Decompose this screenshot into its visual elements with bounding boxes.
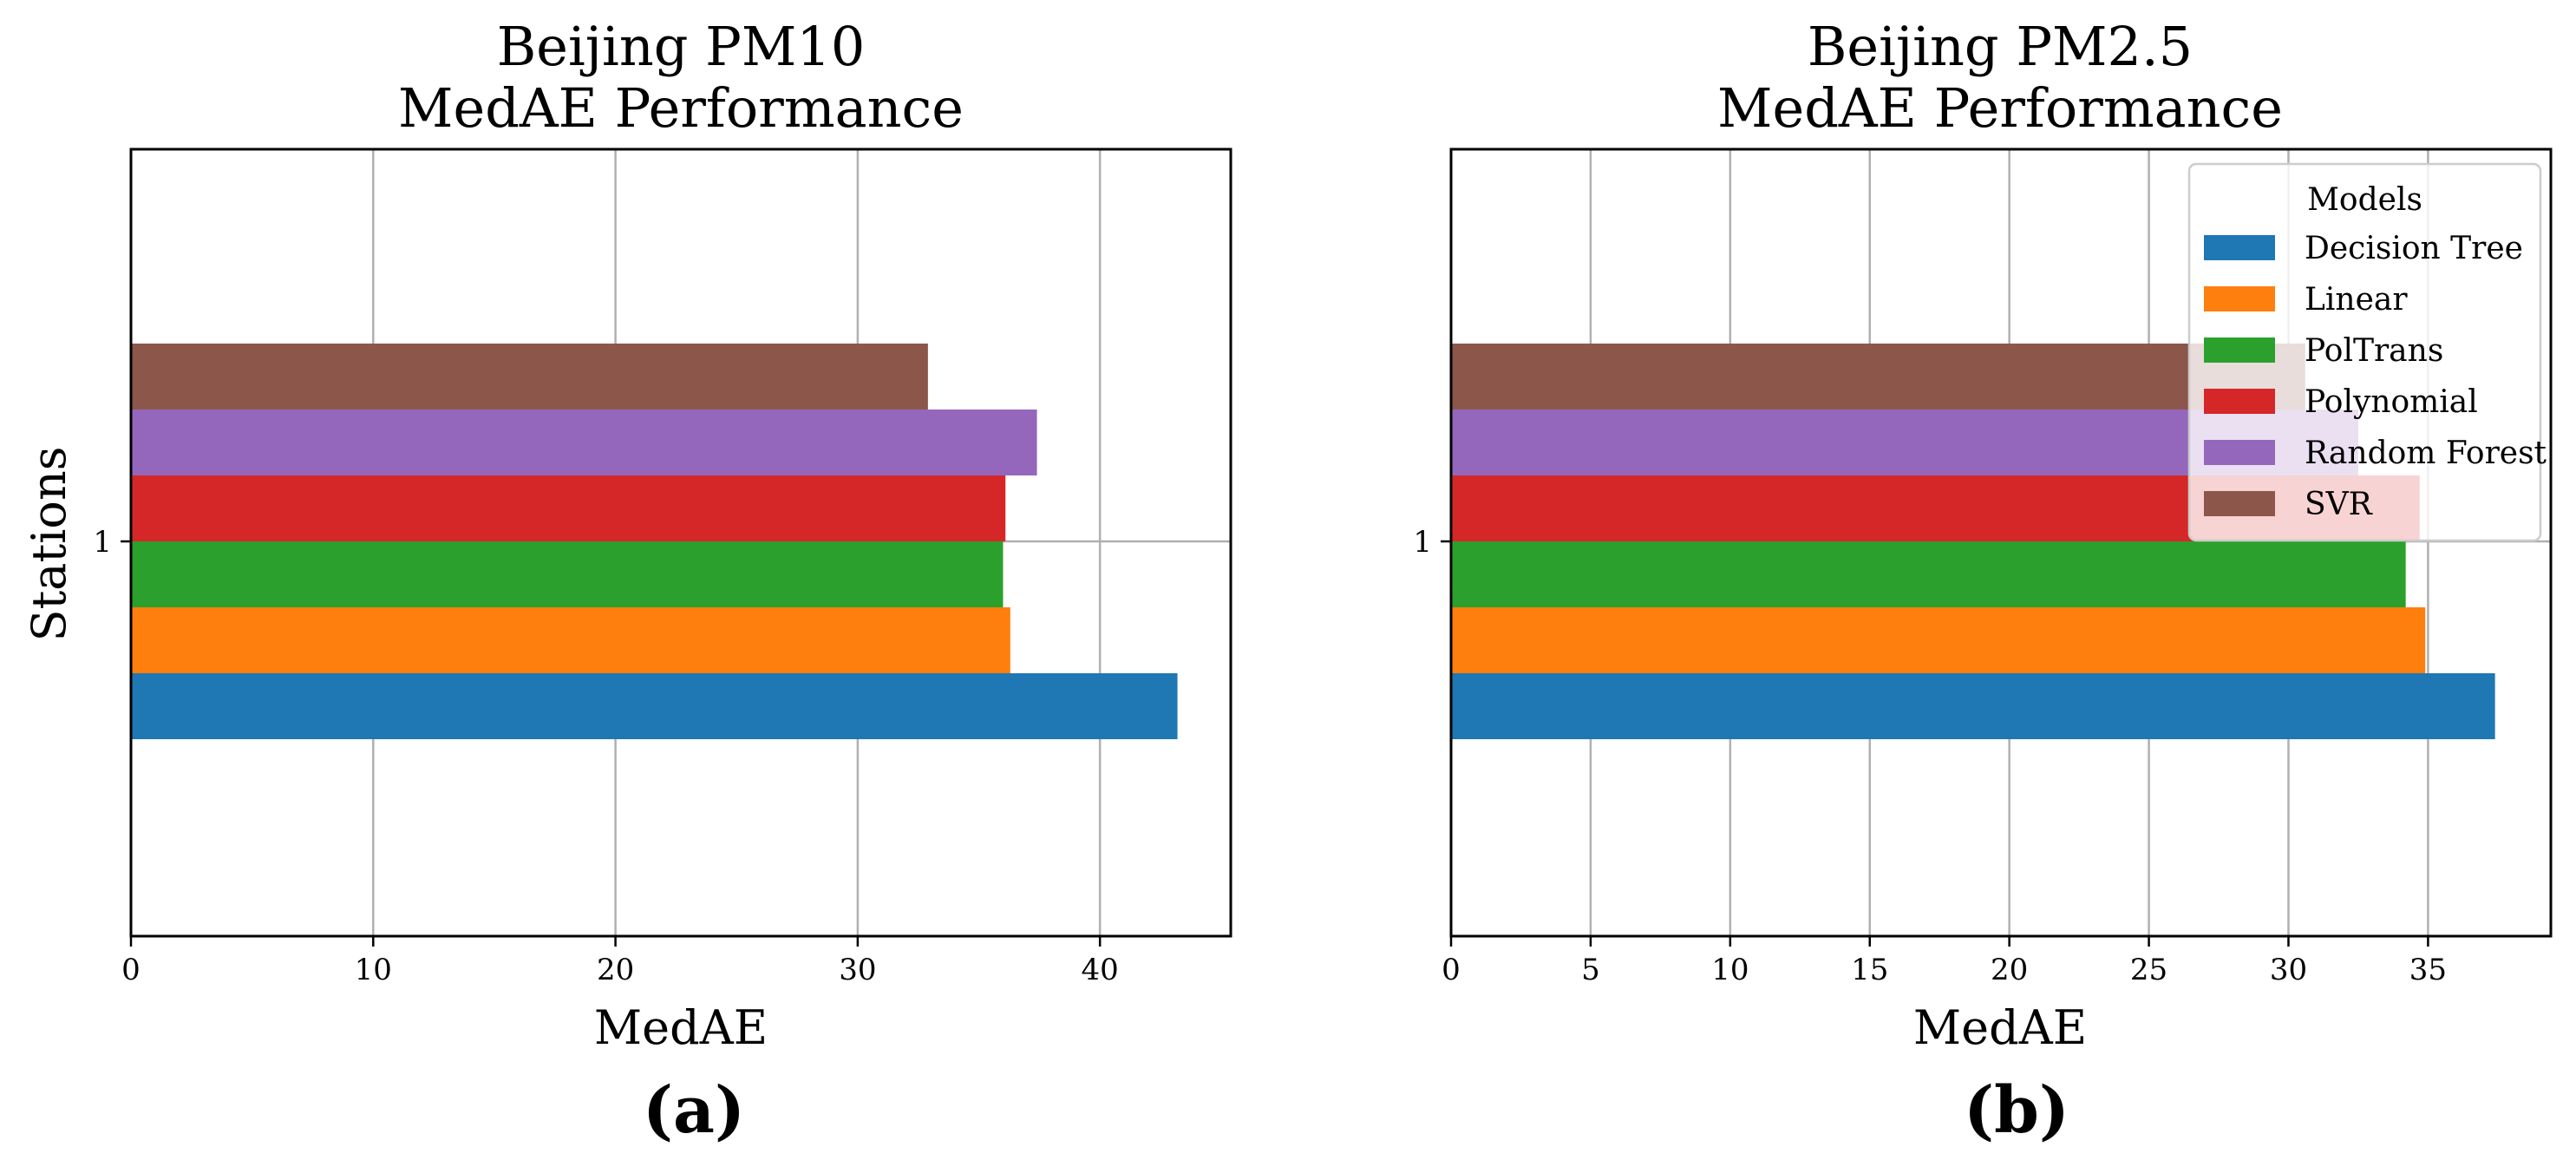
bar-decision-tree xyxy=(1451,673,2495,739)
x-tick-label: 0 xyxy=(121,953,141,987)
x-tick-label: 20 xyxy=(1991,953,2028,987)
legend-label-polynomial: Polynomial xyxy=(2305,384,2478,420)
plot-frame xyxy=(129,147,1232,938)
legend-swatch-linear xyxy=(2204,286,2275,311)
legend-label-random-forest: Random Forest xyxy=(2305,436,2547,471)
legend-box xyxy=(2187,162,2542,542)
y-axis-label: Stations xyxy=(22,447,76,642)
panel-label: (a) xyxy=(643,1073,745,1148)
x-tick-label: 10 xyxy=(355,953,392,987)
bar-linear xyxy=(1451,607,2426,673)
x-tick-label: 5 xyxy=(1581,953,1600,987)
legend-swatch-polynomial xyxy=(2204,389,2275,414)
chart-title-line-2: MedAE Performance xyxy=(398,76,964,140)
bar-poltrans xyxy=(131,541,1004,607)
x-tick-label: 40 xyxy=(1082,953,1119,987)
x-axis-label: MedAE xyxy=(594,1000,768,1055)
y-axis-ticks: 1 xyxy=(93,525,131,560)
bar-random-forest xyxy=(131,410,1037,475)
legend-swatch-decision-tree xyxy=(2204,235,2275,260)
chart-panel-pm25: Beijing PM2.5 MedAE Performance 0 5 10 15 20… xyxy=(1413,15,2553,1148)
x-tick-label: 35 xyxy=(2409,953,2447,987)
panel-label: (b) xyxy=(1964,1073,2069,1148)
legend-swatch-poltrans xyxy=(2204,337,2275,363)
bar-decision-tree xyxy=(131,673,1178,739)
bar-polynomial xyxy=(131,475,1006,541)
x-tick-label: 30 xyxy=(2270,953,2307,987)
bar-poltrans xyxy=(1451,541,2406,607)
legend-label-decision-tree: Decision Tree xyxy=(2305,231,2523,266)
legend-label-svr: SVR xyxy=(2305,487,2373,522)
plot-frame xyxy=(1449,147,2553,938)
bar-group xyxy=(1451,344,2495,739)
legend-title: Models xyxy=(2307,182,2422,218)
x-tick-label: 0 xyxy=(1442,953,1461,987)
chart-title-line-1: Beijing PM10 xyxy=(497,15,866,78)
x-axis-ticks: 0 5 10 15 20 25 30 35 xyxy=(1442,936,2447,987)
legend-label-poltrans: PolTrans xyxy=(2305,333,2443,369)
bar-svr xyxy=(1451,344,2305,410)
x-axis-ticks: 0 10 20 30 40 xyxy=(121,936,1119,987)
y-tick-label: 1 xyxy=(1413,525,1432,560)
bar-svr xyxy=(131,344,928,410)
x-tick-label: 15 xyxy=(1851,953,1888,987)
y-tick-label: 1 xyxy=(93,525,112,560)
x-tick-label: 10 xyxy=(1711,953,1749,987)
legend-swatch-svr xyxy=(2204,491,2275,516)
legend-label-linear: Linear xyxy=(2305,282,2408,318)
legend: Models Decision Tree Linear PolTrans Polynom… xyxy=(2187,162,2547,542)
y-axis-ticks: 1 xyxy=(1413,525,1451,560)
chart-title-line-1: Beijing PM2.5 xyxy=(1808,15,2193,78)
x-tick-label: 30 xyxy=(839,953,876,987)
bar-linear xyxy=(131,607,1010,673)
x-tick-label: 25 xyxy=(2130,953,2167,987)
chart-title-line-2: MedAE Performance xyxy=(1717,76,2283,140)
x-tick-label: 20 xyxy=(597,953,634,987)
chart-panel-pm10: Beijing PM10 MedAE Performance 0 10 20 30 40… xyxy=(22,15,1232,1148)
legend-swatch-random-forest xyxy=(2204,440,2275,465)
bar-group xyxy=(131,344,1178,739)
x-axis-label: MedAE xyxy=(1913,1000,2087,1055)
